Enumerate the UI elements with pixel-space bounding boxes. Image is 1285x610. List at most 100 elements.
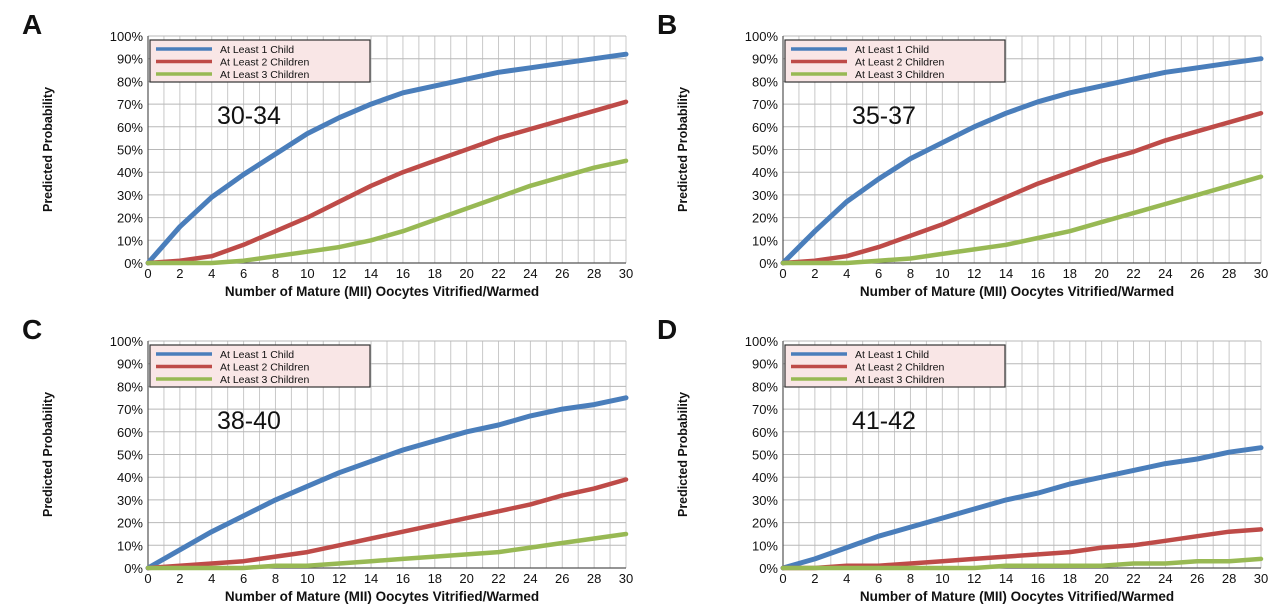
x-tick-label: 10: [935, 266, 949, 281]
series-line-2: [780, 110, 1264, 266]
legend-entry-label: At Least 1 Child: [855, 44, 929, 56]
panel-letter: D: [657, 314, 677, 345]
y-axis-label: Predicted Probability: [676, 87, 690, 212]
x-tick-label: 18: [1063, 571, 1077, 586]
x-tick-label: 20: [459, 266, 473, 281]
y-tick-label: 90%: [117, 357, 143, 372]
series-line-1: [145, 395, 629, 571]
y-tick-label: 20%: [117, 516, 143, 531]
y-tick-label: 30%: [117, 188, 143, 203]
y-tick-label: 80%: [117, 74, 143, 89]
y-axis-label: Predicted Probability: [41, 392, 55, 517]
x-tick-label: 8: [907, 571, 914, 586]
legend-entry-label: At Least 2 Children: [855, 57, 944, 69]
x-tick-label: 20: [1094, 266, 1108, 281]
x-tick-label: 0: [144, 266, 151, 281]
x-tick-label: 10: [300, 266, 314, 281]
x-tick-label: 2: [811, 571, 818, 586]
x-tick-label: 26: [1190, 571, 1204, 586]
y-tick-label: 50%: [117, 448, 143, 463]
x-tick-label: 16: [1031, 571, 1045, 586]
x-axis-label: Number of Mature (MII) Oocytes Vitrified…: [225, 589, 539, 604]
x-tick-label: 24: [1158, 571, 1172, 586]
x-tick-label: 12: [967, 266, 981, 281]
y-tick-label: 90%: [752, 52, 778, 67]
x-tick-label: 2: [811, 266, 818, 281]
x-tick-label: 0: [779, 266, 786, 281]
y-tick-label: 90%: [752, 357, 778, 372]
y-tick-label: 10%: [752, 233, 778, 248]
y-tick-label: 0%: [759, 561, 778, 576]
x-tick-label: 2: [176, 571, 183, 586]
x-tick-label: 14: [999, 571, 1013, 586]
series-line-2: [145, 477, 629, 571]
x-tick-label: 18: [428, 571, 442, 586]
y-tick-label: 60%: [752, 120, 778, 135]
y-tick-label: 70%: [752, 402, 778, 417]
legend-entry-label: At Least 1 Child: [220, 349, 294, 361]
y-axis-label: Predicted Probability: [676, 392, 690, 517]
x-tick-label: 4: [843, 266, 850, 281]
legend-entry-label: At Least 1 Child: [855, 349, 929, 361]
x-tick-label: 16: [396, 266, 410, 281]
x-tick-label: 28: [587, 571, 601, 586]
x-tick-label: 6: [875, 571, 882, 586]
y-tick-label: 20%: [117, 211, 143, 226]
x-tick-label: 24: [523, 571, 537, 586]
y-tick-label: 30%: [117, 493, 143, 508]
y-tick-label: 0%: [124, 256, 143, 271]
y-tick-label: 40%: [117, 470, 143, 485]
y-tick-label: 50%: [117, 143, 143, 158]
series-line-2: [145, 99, 629, 266]
series-line-3: [145, 531, 629, 571]
x-tick-label: 12: [332, 571, 346, 586]
y-tick-label: 40%: [117, 165, 143, 180]
x-tick-label: 30: [1254, 571, 1268, 586]
x-tick-label: 26: [1190, 266, 1204, 281]
x-tick-label: 20: [1094, 571, 1108, 586]
x-tick-label: 30: [1254, 266, 1268, 281]
series-line-1: [780, 56, 1264, 266]
y-tick-label: 70%: [752, 97, 778, 112]
y-tick-label: 100%: [110, 29, 144, 44]
y-tick-label: 100%: [745, 334, 779, 349]
legend-entry-label: At Least 3 Children: [855, 374, 944, 386]
y-tick-label: 70%: [117, 97, 143, 112]
x-tick-label: 18: [1063, 266, 1077, 281]
x-tick-label: 8: [272, 571, 279, 586]
legend-entry-label: At Least 2 Children: [855, 362, 944, 374]
y-tick-label: 60%: [117, 425, 143, 440]
legend-entry-label: At Least 3 Children: [855, 69, 944, 81]
y-tick-label: 20%: [752, 516, 778, 531]
x-tick-label: 28: [587, 266, 601, 281]
legend-entry-label: At Least 1 Child: [220, 44, 294, 56]
chart-panel-a: A0%10%20%30%40%50%60%70%80%90%100%0 2 4 6 8 1…: [22, 9, 633, 299]
chart-panel-b: B0%10%20%30%40%50%60%70%80%90%100%0 2 4 6 8 1…: [657, 9, 1268, 299]
y-tick-label: 50%: [752, 143, 778, 158]
x-tick-label: 0: [779, 571, 786, 586]
panel-letter: B: [657, 9, 677, 40]
y-axis-label: Predicted Probability: [41, 87, 55, 212]
x-tick-label: 22: [491, 266, 505, 281]
x-tick-label: 28: [1222, 266, 1236, 281]
y-tick-label: 70%: [117, 402, 143, 417]
x-tick-label: 10: [300, 571, 314, 586]
series-line-1: [145, 51, 629, 266]
x-tick-label: 30: [619, 571, 633, 586]
y-tick-label: 90%: [117, 52, 143, 67]
x-tick-label: 22: [1126, 571, 1140, 586]
y-tick-label: 80%: [752, 379, 778, 394]
age-range-annotation: 30-34: [217, 102, 281, 130]
x-tick-label: 14: [364, 571, 378, 586]
x-tick-label: 12: [332, 266, 346, 281]
x-tick-label: 14: [364, 266, 378, 281]
y-tick-label: 40%: [752, 470, 778, 485]
y-tick-label: 50%: [752, 448, 778, 463]
x-tick-label: 26: [555, 571, 569, 586]
x-tick-label: 12: [967, 571, 981, 586]
age-range-annotation: 35-37: [852, 102, 916, 130]
series-line-3: [780, 556, 1264, 571]
panel-letter: C: [22, 314, 42, 345]
legend-entry-label: At Least 2 Children: [220, 57, 309, 69]
y-tick-label: 100%: [745, 29, 779, 44]
